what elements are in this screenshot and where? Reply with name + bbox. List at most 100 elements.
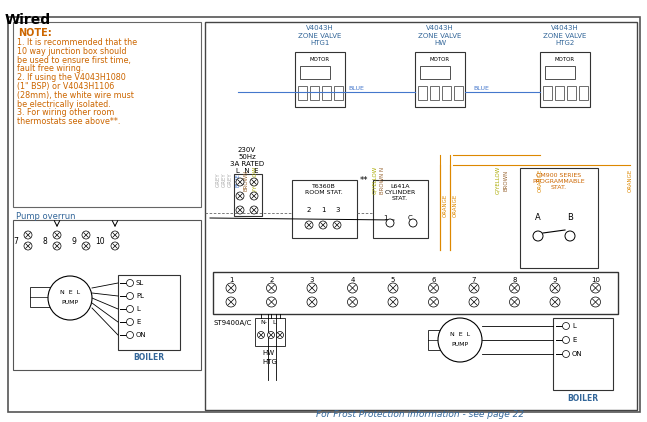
Circle shape	[333, 221, 341, 229]
Circle shape	[48, 276, 92, 320]
Circle shape	[236, 192, 244, 200]
Text: G/YELLOW: G/YELLOW	[496, 166, 501, 194]
Text: B: B	[567, 213, 573, 222]
Text: GREY: GREY	[221, 173, 226, 187]
Circle shape	[250, 178, 258, 186]
Text: 9: 9	[71, 236, 76, 246]
Text: For Frost Protection information - see page 22: For Frost Protection information - see p…	[316, 410, 524, 419]
Text: HW: HW	[262, 350, 274, 356]
Text: thermostats see above**.: thermostats see above**.	[17, 117, 120, 126]
Text: 8: 8	[42, 236, 47, 246]
Text: 1: 1	[321, 207, 325, 213]
Bar	[540, 52, 590, 107]
Text: 10: 10	[591, 277, 600, 283]
Text: BROWN: BROWN	[503, 169, 509, 191]
Text: L: L	[136, 306, 140, 312]
Text: ST9400A/C: ST9400A/C	[213, 320, 252, 326]
Text: V4043H
ZONE VALVE
HTG2: V4043H ZONE VALVE HTG2	[543, 25, 587, 46]
Text: BLUE: BLUE	[236, 173, 241, 187]
Circle shape	[591, 297, 600, 307]
Text: 2. If using the V4043H1080: 2. If using the V4043H1080	[17, 73, 126, 82]
Text: L: L	[572, 323, 576, 329]
Text: Wired: Wired	[5, 13, 51, 27]
Circle shape	[111, 231, 119, 239]
Text: BOILER: BOILER	[133, 353, 164, 362]
Circle shape	[307, 297, 317, 307]
Text: ORANGE: ORANGE	[538, 168, 542, 192]
Circle shape	[82, 231, 90, 239]
Text: SL: SL	[136, 280, 144, 286]
Bar	[442, 86, 451, 100]
Bar	[300, 66, 330, 79]
Text: NOTE:: NOTE:	[18, 28, 52, 38]
Circle shape	[127, 319, 133, 325]
Circle shape	[127, 332, 133, 338]
Text: 3: 3	[310, 277, 314, 283]
Text: E: E	[136, 319, 140, 325]
Circle shape	[53, 231, 61, 239]
Circle shape	[386, 219, 394, 227]
Text: G/YELLOW: G/YELLOW	[252, 166, 258, 194]
Circle shape	[428, 283, 439, 293]
Circle shape	[550, 297, 560, 307]
Text: fault free wiring.: fault free wiring.	[17, 65, 83, 73]
Text: MOTOR: MOTOR	[430, 57, 450, 62]
Circle shape	[550, 283, 560, 293]
Bar	[295, 52, 345, 107]
Circle shape	[319, 221, 327, 229]
Text: 4: 4	[350, 277, 355, 283]
Text: 3. For wiring other room: 3. For wiring other room	[17, 108, 115, 117]
Text: 7: 7	[13, 236, 18, 246]
Text: (28mm), the white wire must: (28mm), the white wire must	[17, 91, 134, 100]
Text: ON: ON	[136, 332, 147, 338]
Text: PUMP: PUMP	[61, 300, 78, 305]
Bar	[255, 318, 285, 346]
Text: be electrically isolated.: be electrically isolated.	[17, 100, 111, 108]
Text: N  E  L: N E L	[450, 333, 470, 338]
Text: L: L	[272, 320, 276, 325]
Circle shape	[428, 297, 439, 307]
Bar	[415, 52, 465, 107]
Circle shape	[236, 178, 244, 186]
Bar	[428, 330, 444, 350]
Circle shape	[267, 297, 276, 307]
Circle shape	[127, 279, 133, 287]
Text: PL: PL	[136, 293, 144, 299]
Text: (1" BSP) or V4043H1106: (1" BSP) or V4043H1106	[17, 82, 115, 91]
Circle shape	[24, 242, 32, 250]
Text: 1: 1	[383, 215, 388, 221]
Text: HTG: HTG	[262, 359, 277, 365]
Bar	[553, 318, 613, 390]
Circle shape	[127, 306, 133, 313]
Text: BOILER: BOILER	[567, 394, 598, 403]
Text: GREY: GREY	[228, 173, 232, 187]
Circle shape	[562, 336, 569, 344]
Bar	[310, 86, 319, 100]
Text: V4043H
ZONE VALVE
HTG1: V4043H ZONE VALVE HTG1	[298, 25, 342, 46]
Bar	[334, 86, 343, 100]
Bar	[205, 22, 637, 410]
Bar	[30, 287, 50, 307]
Circle shape	[226, 297, 236, 307]
Text: BROWN N: BROWN N	[380, 166, 384, 194]
Circle shape	[509, 297, 520, 307]
Text: CM900 SERIES
PROGRAMMABLE
STAT.: CM900 SERIES PROGRAMMABLE STAT.	[532, 173, 586, 190]
Text: 2: 2	[269, 277, 274, 283]
Text: A: A	[535, 213, 541, 222]
Text: ON: ON	[572, 351, 583, 357]
Bar	[292, 180, 357, 238]
Text: PUMP: PUMP	[452, 341, 468, 346]
Text: **: **	[360, 176, 369, 185]
Text: C: C	[408, 215, 413, 221]
Circle shape	[469, 297, 479, 307]
Text: V4043H
ZONE VALVE
HW: V4043H ZONE VALVE HW	[419, 25, 462, 46]
Text: be used to ensure first time,: be used to ensure first time,	[17, 56, 131, 65]
Circle shape	[562, 351, 569, 357]
Circle shape	[388, 297, 398, 307]
Circle shape	[565, 231, 575, 241]
Text: ORANGE: ORANGE	[453, 193, 458, 216]
Circle shape	[438, 318, 482, 362]
Text: BLUE: BLUE	[473, 86, 489, 90]
Circle shape	[267, 332, 274, 338]
Bar	[545, 66, 575, 79]
